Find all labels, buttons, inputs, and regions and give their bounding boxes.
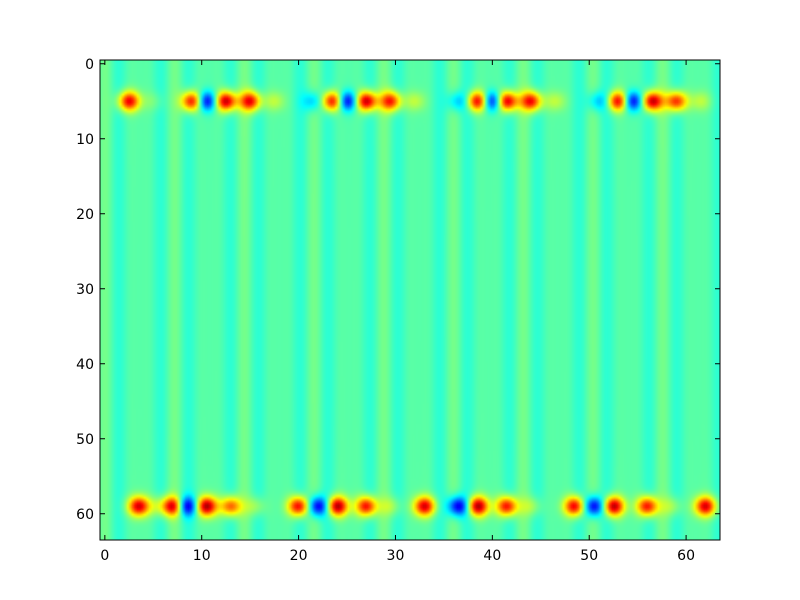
plot-area — [100, 60, 720, 540]
x-tick-label: 10 — [193, 548, 211, 564]
y-tick-label: 50 — [76, 432, 94, 448]
x-tick-label: 40 — [483, 548, 501, 564]
x-tick-label: 0 — [100, 548, 109, 564]
plot-frame — [99, 59, 721, 541]
y-tick-label: 30 — [76, 282, 94, 298]
x-tick-label: 60 — [677, 548, 695, 564]
y-tick-label: 40 — [76, 357, 94, 373]
y-tick-label: 60 — [76, 507, 94, 523]
x-tick-label: 20 — [290, 548, 308, 564]
heatmap-image — [100, 60, 720, 540]
axis-ticks — [100, 60, 720, 540]
y-tick-label: 0 — [85, 57, 94, 73]
x-axis-tick-labels: 0 10 20 30 40 50 60 — [100, 548, 695, 564]
y-tick-label: 20 — [76, 207, 94, 223]
x-tick-label: 30 — [387, 548, 405, 564]
x-tick-label: 50 — [580, 548, 598, 564]
y-axis-tick-labels: 0 10 20 30 40 50 60 — [76, 57, 94, 523]
y-tick-label: 10 — [76, 132, 94, 148]
